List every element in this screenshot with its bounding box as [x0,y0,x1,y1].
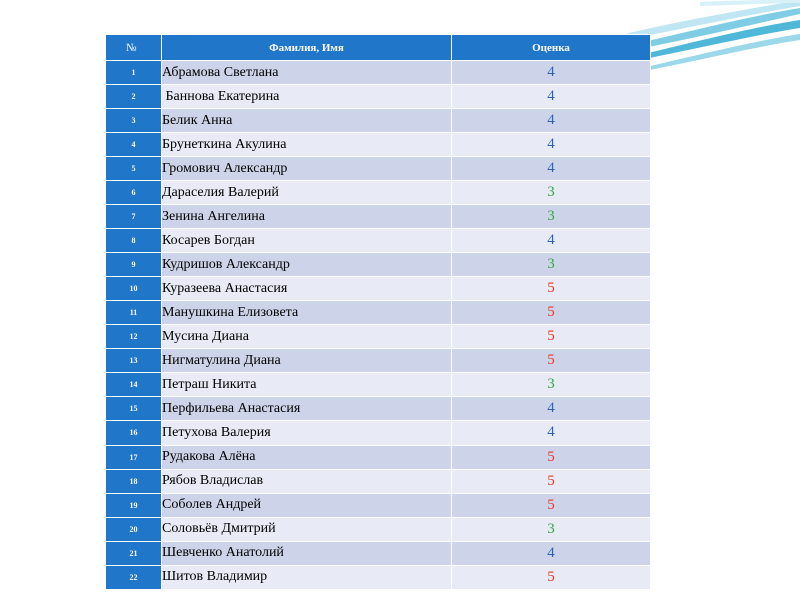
student-grade: 5 [451,276,651,302]
table-row: 11 Манушкина Елизовета 5 [105,300,651,326]
table-row: 9 Кудришов Александр 3 [105,252,651,278]
table-row: 15 Перфильева Анастасия 4 [105,396,651,422]
table-row: 14 Петраш Никита 3 [105,372,651,398]
row-number: 17 [105,444,162,470]
grades-table: № Фамилия, Имя Оценка 1 Абрамова Светлана… [105,34,651,591]
row-number: 16 [105,420,162,446]
row-number: 8 [105,228,162,254]
row-number: 6 [105,180,162,206]
table-row: 19 Соболев Андрей 5 [105,492,651,518]
student-grade: 5 [451,492,651,518]
student-grade: 4 [451,59,651,86]
row-number: 18 [105,468,162,494]
student-name: Манушкина Елизовета [161,300,452,326]
student-name: Соловьёв Дмитрий [161,516,452,542]
header-number: № [105,34,162,61]
student-name: Рудакова Алёна [161,444,452,470]
table-row: 17 Рудакова Алёна 5 [105,444,651,470]
student-name: Нигматулина Диана [161,348,452,374]
student-name: Громович Александр [161,156,452,182]
table-row: 4 Брунеткина Акулина 4 [105,132,651,158]
table-row: 10 Куразеева Анастасия 5 [105,276,651,302]
header-grade: Оценка [451,34,651,61]
student-name: Петраш Никита [161,372,452,398]
header-name: Фамилия, Имя [161,34,452,61]
table-row: 6 Дараселия Валерий 3 [105,180,651,206]
student-name: Белик Анна [161,108,452,134]
row-number: 10 [105,276,162,302]
student-grade: 3 [451,180,651,206]
student-grade: 5 [451,564,651,591]
table-header-row: № Фамилия, Имя Оценка [105,34,651,61]
table-row: 1 Абрамова Светлана 4 [105,59,651,86]
student-name: Абрамова Светлана [161,59,452,86]
student-name: Зенина Ангелина [161,204,452,230]
table-row: 2 Баннова Екатерина 4 [105,84,651,110]
student-name: Мусина Диана [161,324,452,350]
table-row: 8 Косарев Богдан 4 [105,228,651,254]
table-row: 22 Шитов Владимир 5 [105,564,651,591]
student-name: Соболев Андрей [161,492,452,518]
student-grade: 4 [451,132,651,158]
student-grade: 5 [451,300,651,326]
table-row: 5 Громович Александр 4 [105,156,651,182]
row-number: 13 [105,348,162,374]
student-grade: 4 [451,540,651,566]
student-grade: 4 [451,108,651,134]
row-number: 20 [105,516,162,542]
table-row: 16 Петухова Валерия 4 [105,420,651,446]
row-number: 3 [105,108,162,134]
student-grade: 5 [451,468,651,494]
row-number: 22 [105,564,162,591]
student-name: Куразеева Анастасия [161,276,452,302]
student-name: Рябов Владислав [161,468,452,494]
student-name: Кудришов Александр [161,252,452,278]
row-number: 21 [105,540,162,566]
student-grade: 5 [451,324,651,350]
row-number: 9 [105,252,162,278]
table-row: 20 Соловьёв Дмитрий 3 [105,516,651,542]
table-row: 18 Рябов Владислав 5 [105,468,651,494]
row-number: 11 [105,300,162,326]
table-row: 13 Нигматулина Диана 5 [105,348,651,374]
row-number: 15 [105,396,162,422]
student-name: Петухова Валерия [161,420,452,446]
student-name: Брунеткина Акулина [161,132,452,158]
student-name: Косарев Богдан [161,228,452,254]
row-number: 19 [105,492,162,518]
row-number: 4 [105,132,162,158]
table-row: 12 Мусина Диана 5 [105,324,651,350]
student-grade: 3 [451,252,651,278]
table-row: 3 Белик Анна 4 [105,108,651,134]
student-name: Дараселия Валерий [161,180,452,206]
student-grade: 3 [451,516,651,542]
student-grade: 4 [451,228,651,254]
table-row: 21 Шевченко Анатолий 4 [105,540,651,566]
student-grade: 5 [451,348,651,374]
row-number: 2 [105,84,162,110]
student-name: Шевченко Анатолий [161,540,452,566]
student-grade: 5 [451,444,651,470]
student-grade: 4 [451,84,651,110]
row-number: 12 [105,324,162,350]
row-number: 7 [105,204,162,230]
row-number: 5 [105,156,162,182]
row-number: 1 [105,59,162,86]
student-grade: 3 [451,372,651,398]
student-grade: 4 [451,396,651,422]
table-row: 7 Зенина Ангелина 3 [105,204,651,230]
student-grade: 3 [451,204,651,230]
student-name: Шитов Владимир [161,564,452,591]
student-grade: 4 [451,156,651,182]
student-name: Баннова Екатерина [161,84,452,110]
student-name: Перфильева Анастасия [161,396,452,422]
row-number: 14 [105,372,162,398]
student-grade: 4 [451,420,651,446]
